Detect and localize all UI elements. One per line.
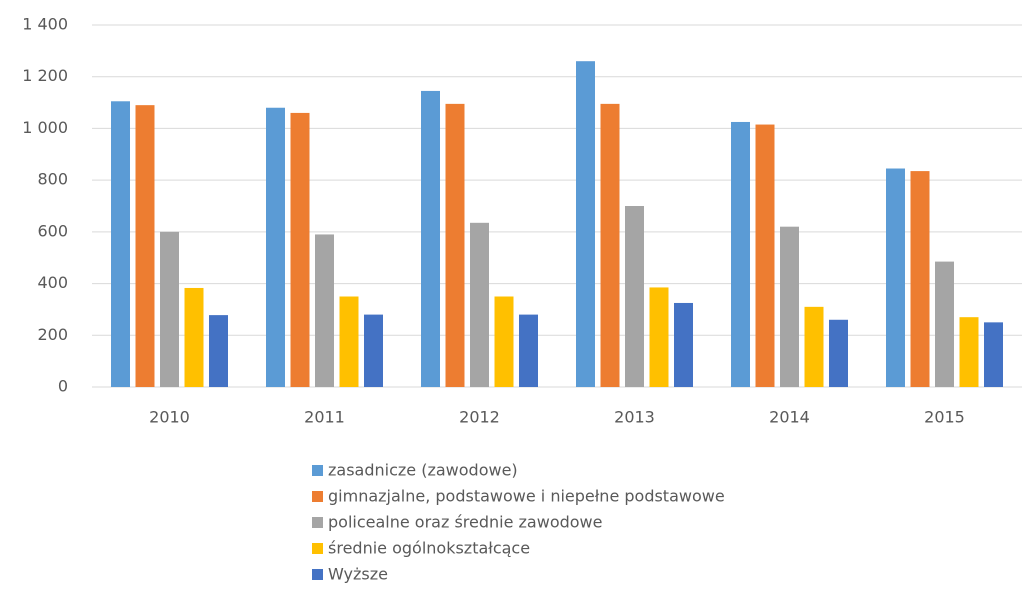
bar — [910, 171, 930, 387]
bar — [135, 105, 155, 388]
y-tick-label: 1 400 — [22, 15, 68, 34]
legend-swatch — [312, 465, 323, 476]
bar — [209, 315, 228, 387]
legend-label: średnie ogólnokształcące — [328, 539, 530, 558]
bar — [494, 296, 514, 387]
bar — [315, 234, 334, 387]
x-tick-label: 2014 — [769, 408, 810, 427]
bar — [600, 103, 620, 387]
bar — [266, 107, 285, 387]
bar — [959, 317, 979, 387]
bar — [935, 261, 954, 387]
legend-swatch — [312, 517, 323, 528]
bar — [445, 103, 465, 387]
bar — [755, 124, 775, 388]
bar — [804, 306, 824, 387]
y-tick-label: 400 — [37, 273, 68, 292]
bar — [421, 90, 440, 387]
y-tick-label: 200 — [37, 325, 68, 344]
y-tick-label: 0 — [58, 377, 68, 396]
legend-swatch — [312, 543, 323, 554]
bar — [649, 287, 669, 387]
y-tick-label: 1 200 — [22, 66, 68, 85]
bar — [886, 168, 905, 387]
bar — [111, 101, 130, 388]
y-tick-label: 600 — [37, 221, 68, 240]
x-tick-label: 2015 — [924, 408, 965, 427]
legend-label: policealne oraz średnie zawodowe — [328, 513, 602, 532]
bar — [364, 314, 383, 387]
bar — [576, 61, 595, 387]
bar — [519, 314, 538, 387]
x-tick-label: 2012 — [459, 408, 500, 427]
legend-label: gimnazjalne, podstawowe i niepełne podst… — [328, 487, 725, 506]
x-tick-label: 2013 — [614, 408, 655, 427]
bar — [674, 302, 693, 387]
bar — [470, 222, 489, 387]
bar — [184, 287, 204, 387]
bar — [339, 296, 359, 387]
y-tick-label: 1 000 — [22, 118, 68, 137]
bar — [290, 112, 310, 388]
bar — [625, 206, 644, 387]
legend-label: Wyższe — [328, 565, 388, 584]
bar — [984, 322, 1003, 387]
legend-swatch — [312, 491, 323, 502]
bar — [160, 231, 179, 387]
legend-swatch — [312, 569, 323, 580]
legend-label: zasadnicze (zawodowe) — [328, 461, 518, 480]
bar — [829, 319, 848, 387]
x-tick-label: 2011 — [304, 408, 345, 427]
bar — [780, 226, 799, 387]
y-tick-label: 800 — [37, 170, 68, 189]
bar — [731, 121, 750, 387]
x-tick-label: 2010 — [149, 408, 190, 427]
